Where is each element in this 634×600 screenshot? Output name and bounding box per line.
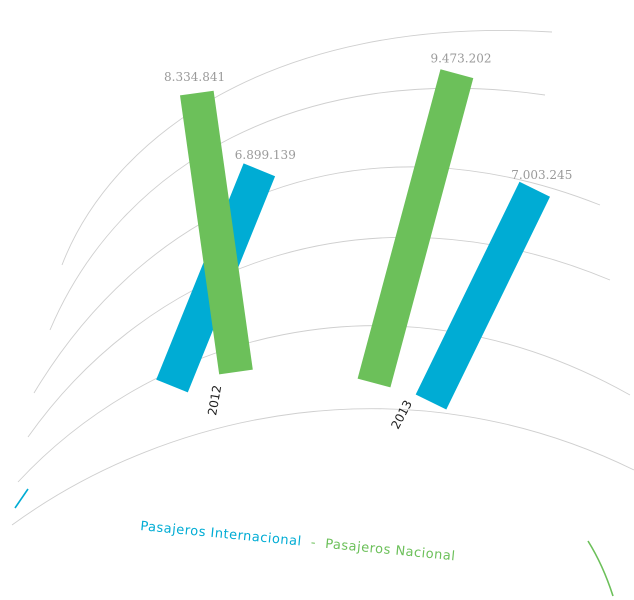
legend: Pasajeros Internacional - Pasajeros Naci… <box>140 519 456 564</box>
bar-2012-nacional <box>180 90 253 375</box>
legend-nacional: Pasajeros Nacional <box>325 537 457 564</box>
bar-2013-internacional <box>415 181 550 410</box>
grid-arc <box>17 325 631 483</box>
bar-2013-nacional <box>357 69 474 388</box>
bars-group <box>156 69 550 410</box>
year-label-2013: 2013 <box>388 398 415 432</box>
year-label-2012: 2012 <box>205 384 224 417</box>
value-label-2012-nacional: 8.334.841 <box>164 70 225 84</box>
value-label-2013-nacional: 9.473.202 <box>430 51 491 65</box>
legend-mark-nacional <box>587 540 614 597</box>
grid-arc <box>27 236 611 438</box>
grid-arc <box>61 30 553 266</box>
value-labels: 6.899.139 7.003.245 8.334.841 9.473.202 <box>164 51 572 182</box>
value-label-2013-internacional: 7.003.245 <box>511 168 572 182</box>
grid-arc <box>33 166 601 394</box>
grid-arc <box>11 408 634 526</box>
legend-mark-internacional <box>14 488 29 509</box>
value-label-2012-internacional: 6.899.139 <box>235 148 296 162</box>
grid-arcs <box>11 30 634 526</box>
legend-separator: - <box>306 535 322 551</box>
legend-internacional: Pasajeros Internacional <box>140 519 303 549</box>
